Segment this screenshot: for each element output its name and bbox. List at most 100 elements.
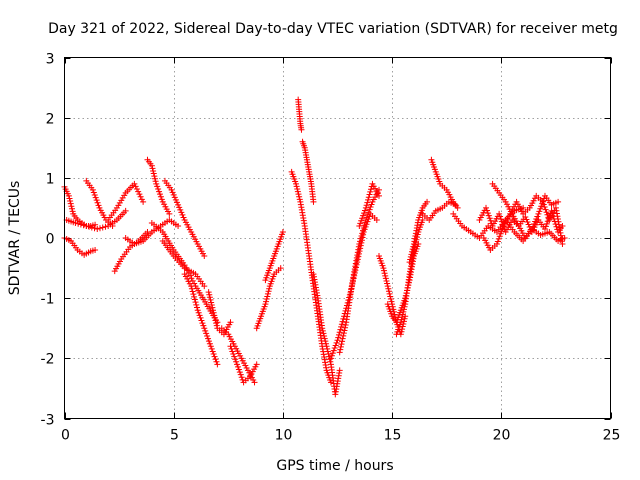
data-point — [131, 180, 138, 187]
data-point — [188, 275, 195, 282]
data-point — [179, 211, 186, 218]
data-point — [234, 363, 241, 370]
data-point — [325, 351, 332, 358]
axis-tick-labels: 0 5 10 15 20 25 -3 -2 -1 0 1 2 3 — [41, 52, 621, 444]
data-point — [205, 335, 212, 342]
data-point — [407, 253, 414, 260]
data-point — [361, 207, 368, 214]
data-point — [553, 210, 560, 217]
data-point — [409, 248, 416, 255]
data-point — [192, 299, 199, 306]
data-point — [554, 213, 561, 220]
data-point — [191, 293, 198, 300]
data-point — [233, 358, 240, 365]
data-point — [497, 230, 504, 237]
data-point — [388, 298, 395, 305]
data-point — [342, 324, 349, 331]
data-point — [494, 238, 501, 245]
data-point — [205, 289, 212, 296]
data-point — [362, 216, 369, 223]
data-point — [154, 183, 161, 190]
data-point — [520, 204, 527, 211]
data-point — [206, 340, 213, 347]
data-point — [188, 285, 195, 292]
data-point — [557, 229, 564, 236]
data-point — [537, 205, 544, 212]
data-point — [522, 213, 529, 220]
data-point — [523, 216, 530, 223]
data-point — [337, 346, 344, 353]
data-point — [321, 335, 328, 342]
data-point — [424, 198, 431, 205]
data-point — [363, 202, 370, 209]
data-point — [338, 321, 345, 328]
data-point — [94, 225, 101, 232]
data-point — [230, 351, 237, 358]
data-point — [227, 319, 234, 326]
data-point — [365, 196, 372, 203]
data-point — [340, 332, 347, 339]
data-point — [253, 361, 260, 368]
data-point — [355, 246, 362, 253]
data-point — [201, 283, 208, 290]
data-point — [208, 345, 215, 352]
data-point — [211, 314, 218, 321]
data-point — [497, 213, 504, 220]
data-point — [121, 192, 128, 199]
data-point — [333, 339, 340, 346]
x-tick-label: 20 — [493, 428, 511, 444]
data-points — [61, 96, 568, 398]
data-point — [398, 316, 405, 323]
data-point — [156, 188, 163, 195]
data-point — [122, 207, 129, 214]
data-point — [400, 306, 407, 313]
data-point — [99, 224, 106, 231]
data-point — [235, 366, 242, 373]
data-point — [198, 317, 205, 324]
data-point — [539, 200, 546, 207]
data-point — [265, 288, 272, 295]
data-point — [327, 355, 334, 362]
data-point — [363, 214, 370, 221]
data-point — [212, 356, 219, 363]
data-point — [196, 312, 203, 319]
data-point — [384, 283, 391, 290]
data-point — [80, 222, 87, 229]
data-point — [375, 186, 382, 193]
data-point — [135, 188, 142, 195]
data-point — [91, 225, 98, 232]
data-point — [409, 246, 416, 253]
data-point — [206, 291, 213, 298]
data-point — [296, 196, 303, 203]
data-point — [264, 290, 271, 297]
data-point — [90, 189, 97, 196]
data-point — [211, 312, 218, 319]
data-point — [133, 186, 140, 193]
data-point — [65, 192, 72, 199]
data-point — [498, 228, 505, 235]
data-point — [352, 260, 359, 267]
data-point — [188, 283, 195, 290]
data-point — [213, 320, 220, 327]
data-point — [153, 180, 160, 187]
data-point — [237, 371, 244, 378]
data-point — [113, 204, 120, 211]
data-point — [210, 351, 217, 358]
data-point — [211, 353, 218, 360]
data-point — [150, 170, 157, 177]
data-point — [320, 330, 327, 337]
y-tick-label: -2 — [41, 352, 55, 368]
data-point — [148, 162, 155, 169]
data-point — [72, 219, 79, 226]
data-point — [86, 223, 93, 230]
data-point — [208, 302, 215, 309]
data-point — [332, 342, 339, 349]
data-point — [557, 232, 564, 239]
data-point — [364, 199, 371, 206]
data-point — [77, 221, 84, 228]
data-point — [229, 348, 236, 355]
data-point — [361, 222, 368, 229]
data-point — [329, 350, 336, 357]
